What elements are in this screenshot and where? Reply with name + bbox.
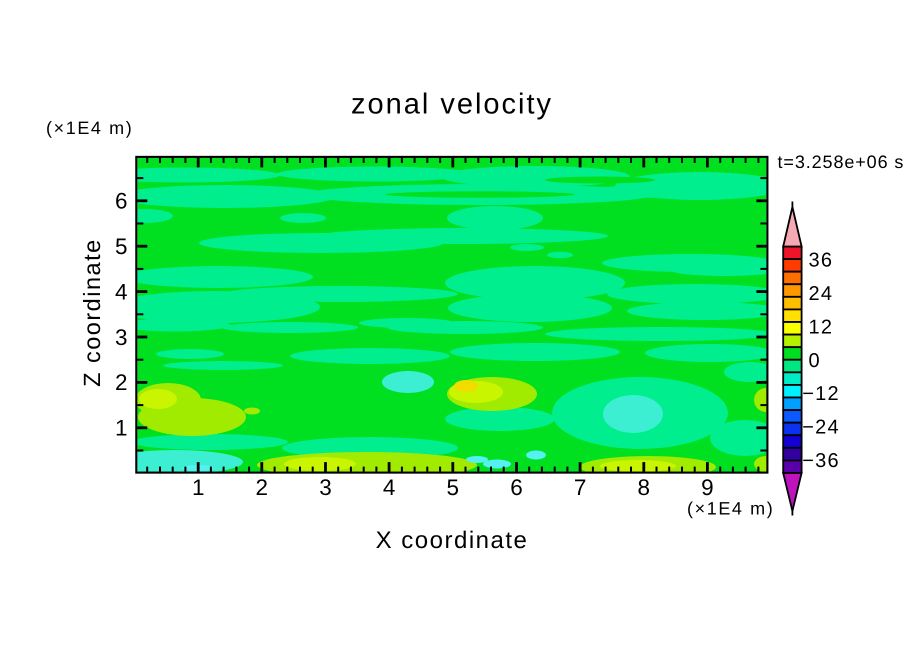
svg-text:12: 12	[809, 316, 834, 338]
svg-text:4: 4	[115, 279, 128, 304]
svg-text:Z coordinate: Z coordinate	[79, 238, 105, 387]
svg-text:6: 6	[510, 475, 523, 500]
svg-text:8: 8	[638, 475, 651, 500]
svg-text:3: 3	[319, 475, 332, 500]
svg-text:36: 36	[809, 250, 834, 272]
svg-text:2: 2	[115, 370, 128, 395]
svg-text:zonal velocity: zonal velocity	[351, 89, 553, 121]
svg-text:(×1E4 m): (×1E4 m)	[46, 118, 133, 138]
svg-text:5: 5	[447, 475, 460, 500]
svg-text:X coordinate: X coordinate	[376, 527, 529, 554]
svg-text:6: 6	[115, 189, 128, 214]
svg-text:24: 24	[809, 283, 834, 305]
svg-text:−36: −36	[802, 450, 840, 472]
svg-text:(×1E4 m): (×1E4 m)	[687, 499, 774, 519]
svg-text:−24: −24	[802, 417, 840, 439]
svg-text:1: 1	[115, 416, 128, 441]
svg-text:5: 5	[115, 234, 128, 259]
svg-text:9: 9	[701, 475, 714, 500]
svg-text:4: 4	[383, 475, 396, 500]
svg-text:7: 7	[574, 475, 587, 500]
svg-text:3: 3	[115, 325, 128, 350]
svg-text:t=3.258e+06 s: t=3.258e+06 s	[778, 152, 904, 172]
svg-text:−12: −12	[802, 383, 840, 405]
svg-text:0: 0	[809, 350, 821, 372]
svg-text:2: 2	[256, 475, 269, 500]
svg-text:1: 1	[192, 475, 205, 500]
